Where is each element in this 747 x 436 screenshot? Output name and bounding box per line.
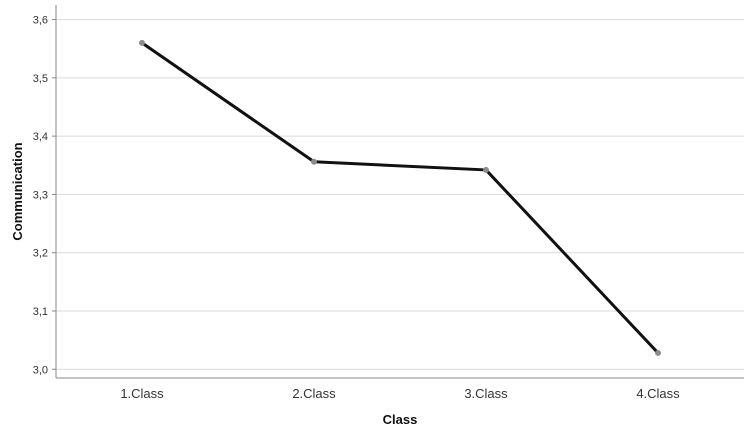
x-tick-label: 2.Class — [292, 386, 336, 401]
data-point — [655, 349, 661, 356]
y-tick-label: 3,4 — [33, 131, 48, 143]
y-tick-label: 3,6 — [33, 15, 48, 27]
x-tick-label: 1.Class — [120, 386, 164, 401]
x-tick-label: 3.Class — [464, 386, 508, 401]
x-axis-title: Class — [383, 412, 418, 427]
x-tick-label: 4.Class — [636, 386, 680, 401]
x-tick-labels: 1.Class 2.Class 3.Class 4.Class — [120, 386, 680, 401]
series — [139, 39, 661, 356]
y-tick-label: 3,0 — [33, 364, 48, 376]
y-tick-label: 3,3 — [33, 189, 48, 201]
y-tick-label: 3,5 — [33, 73, 48, 85]
y-axis-title: Communication — [10, 142, 25, 240]
data-point — [483, 166, 489, 173]
y-tick-label: 3,2 — [33, 248, 48, 260]
axes — [55, 5, 744, 379]
data-point — [311, 158, 317, 165]
y-tick-labels: 3,0 3,1 3,2 3,3 3,4 3,5 3,6 — [33, 15, 48, 377]
gridlines — [52, 19, 744, 370]
y-tick-label: 3,1 — [33, 306, 48, 318]
series-line — [141, 41, 660, 354]
data-point — [139, 39, 145, 46]
